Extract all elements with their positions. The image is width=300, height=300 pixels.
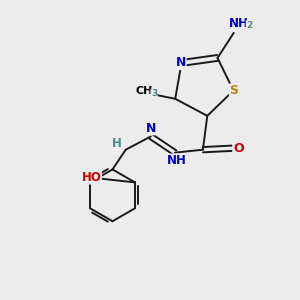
Text: NH: NH [229, 17, 249, 30]
Text: HO: HO [81, 171, 101, 184]
Text: CH: CH [136, 86, 153, 96]
Text: NH: NH [167, 154, 186, 167]
Text: N: N [146, 122, 156, 135]
Text: N: N [176, 56, 186, 70]
Text: H: H [111, 137, 121, 150]
Text: 2: 2 [246, 21, 252, 30]
Text: S: S [230, 84, 238, 97]
Text: 3: 3 [151, 89, 157, 98]
Text: O: O [233, 142, 244, 155]
